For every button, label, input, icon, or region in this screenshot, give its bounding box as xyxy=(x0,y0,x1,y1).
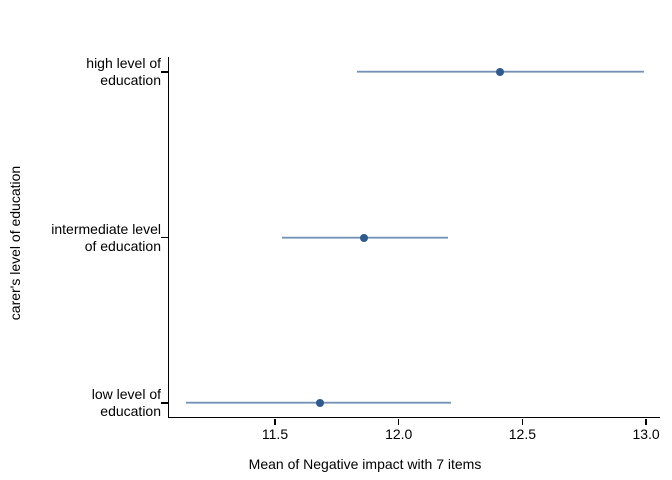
x-axis-tick-label: 11.5 xyxy=(261,426,289,442)
y-axis-tick xyxy=(160,402,168,404)
mean-marker xyxy=(360,233,369,242)
x-axis-tick xyxy=(645,418,647,425)
y-axis-tick xyxy=(160,71,168,73)
y-axis-tick xyxy=(160,236,168,239)
plot-area: 11.5 12.0 12.5 13.0 xyxy=(160,57,660,442)
x-axis-tick xyxy=(521,418,524,425)
x-axis-tick xyxy=(398,418,400,425)
x-axis-title: Mean of Negative impact with 7 items xyxy=(248,456,482,472)
mean-marker xyxy=(315,399,324,407)
y-axis-title: carer's level of education xyxy=(7,165,23,321)
x-axis-tick-label: 13.0 xyxy=(632,426,660,442)
mean-marker xyxy=(496,68,505,76)
x-axis-tick-label: 12.0 xyxy=(385,426,413,442)
category-label: low level of education xyxy=(91,386,161,419)
x-axis-tick-label: 12.5 xyxy=(508,426,537,442)
category-label: high level of education xyxy=(86,55,161,88)
x-axis-tick xyxy=(274,418,276,425)
category-label: intermediate level of education xyxy=(51,220,161,254)
